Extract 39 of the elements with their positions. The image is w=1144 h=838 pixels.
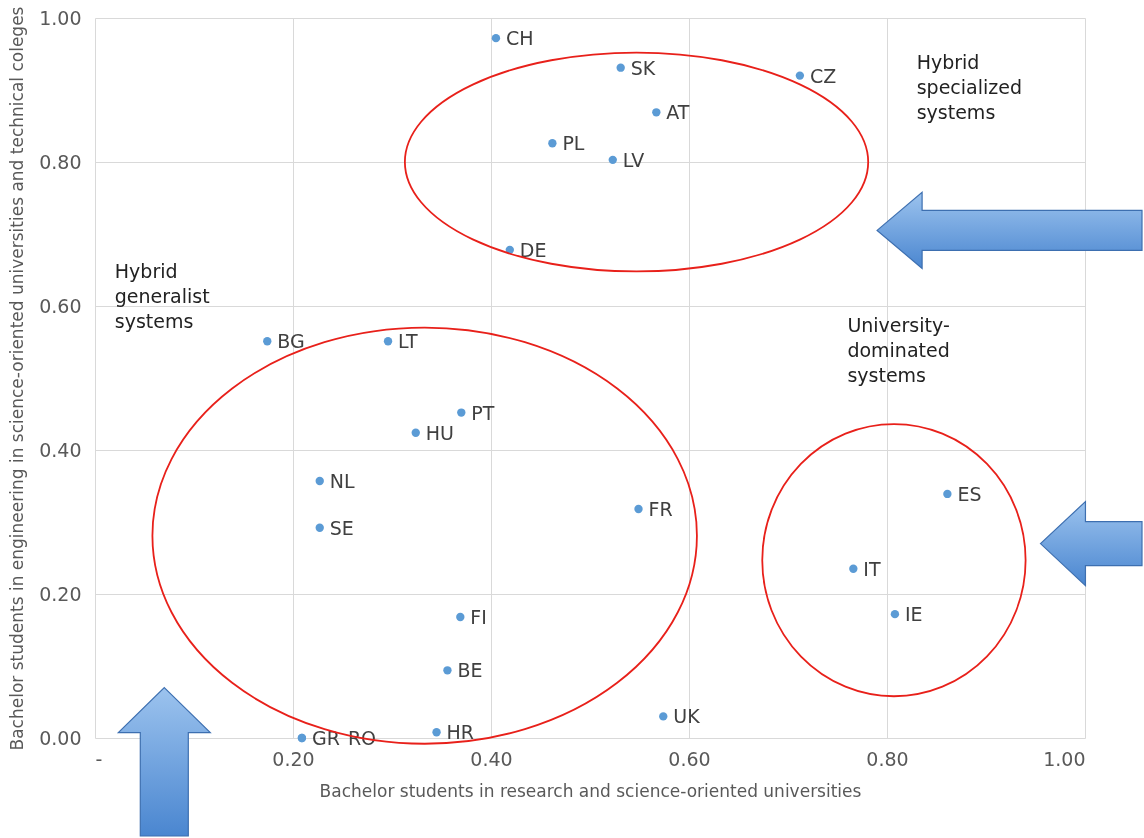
series-label: HU <box>425 421 454 444</box>
x-tick-label: 0.20 <box>272 747 315 770</box>
y-axis-title: Bachelor students in engineering in science-oriented universities and technical coleges <box>7 6 28 751</box>
series-label: BE <box>457 659 483 682</box>
x-tick-label: 0.40 <box>470 747 513 770</box>
y-tick-label: 1.00 <box>39 6 82 29</box>
series-label: AT <box>666 101 690 124</box>
annotation: Hybrid generalist systems <box>114 259 211 335</box>
series-label: GR <box>311 727 340 749</box>
series-label: ES <box>957 482 982 505</box>
y-tick-label: 0.80 <box>39 150 82 173</box>
series-label: FR <box>648 498 673 521</box>
series-label: UK <box>673 705 701 728</box>
y-tick-label: 0.40 <box>39 438 82 461</box>
series-label: HR <box>446 721 475 744</box>
series-label: LT <box>398 330 419 353</box>
y-tick-label: 0.00 <box>39 726 82 749</box>
annotation: Hybrid specialized systems <box>916 50 1023 126</box>
annotation: University-dominated systems <box>847 313 951 389</box>
y-tick-label: 0.60 <box>39 294 82 317</box>
x-tick-label: 0.60 <box>668 747 711 770</box>
series-label: BG <box>277 330 305 353</box>
x-tick-label: - <box>95 747 103 770</box>
series-label: SK <box>630 56 656 79</box>
series-label: CH <box>505 27 534 50</box>
series-label: PL <box>562 132 585 155</box>
series-label: CZ <box>809 64 837 87</box>
x-axis-title: Bachelor students in research and science-oriented universities <box>319 780 862 801</box>
series-label: DE <box>519 238 547 261</box>
y-tick-label: 0.20 <box>39 582 82 605</box>
series-label: SE <box>329 516 354 539</box>
series-label: FI <box>470 606 487 629</box>
x-tick-label: 1.00 <box>1043 747 1086 770</box>
series-label: NL <box>329 469 355 492</box>
series-label: IE <box>904 603 923 626</box>
series-label: IT <box>863 557 881 580</box>
x-tick-label: 0.80 <box>866 747 909 770</box>
series-label: PT <box>471 401 495 424</box>
series-label: LV <box>622 148 645 171</box>
